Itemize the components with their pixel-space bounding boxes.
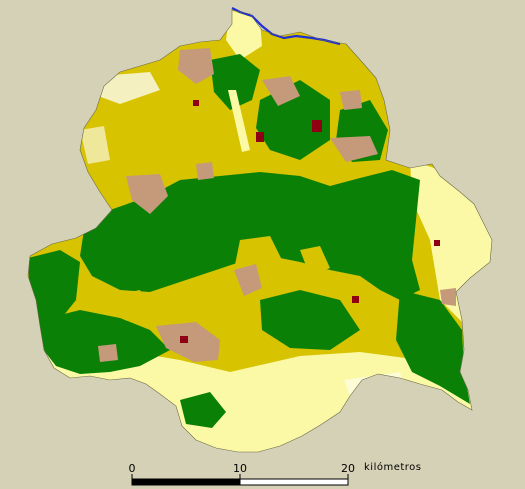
scale-unit-label: kilómetros (364, 462, 422, 473)
urban-patch-4 (352, 296, 359, 303)
brown-patch-4 (126, 174, 168, 214)
central-forest (80, 170, 420, 300)
urban-patch-5 (180, 336, 188, 343)
brown-patch-2 (262, 76, 300, 106)
scale-label-0: 0 (128, 462, 136, 475)
western-forest (28, 250, 80, 330)
south-central-forest (260, 290, 360, 350)
west-cropland (110, 290, 150, 320)
scale-bar-black-segment (132, 479, 240, 485)
northern-grassland (226, 10, 262, 60)
central-cropland-b (300, 246, 330, 276)
scale-label-10: 10 (233, 462, 247, 475)
brown-patch-3 (330, 136, 378, 162)
urban-patch-1 (256, 132, 264, 142)
brown-patch-10 (98, 344, 118, 362)
urban-patch-3 (193, 100, 199, 106)
north-forest-a (210, 54, 260, 110)
brown-patch-5 (196, 162, 214, 180)
south-forest-patch (180, 392, 226, 428)
brown-patch-1 (178, 48, 214, 84)
white-gap-2 (80, 126, 110, 164)
brown-patch-9 (340, 90, 362, 110)
scale-label-20: 20 (341, 462, 355, 475)
river-line (231, 7, 341, 46)
urban-patch-6 (434, 240, 440, 246)
road-strip (228, 90, 250, 152)
southwest-forest (40, 310, 170, 374)
brown-patch-6 (234, 264, 262, 296)
urban-patch-2 (312, 120, 322, 132)
east-forest (396, 290, 470, 404)
scale-bar (131, 474, 349, 486)
brown-patch-8 (440, 288, 456, 306)
white-gap-1 (98, 72, 160, 104)
